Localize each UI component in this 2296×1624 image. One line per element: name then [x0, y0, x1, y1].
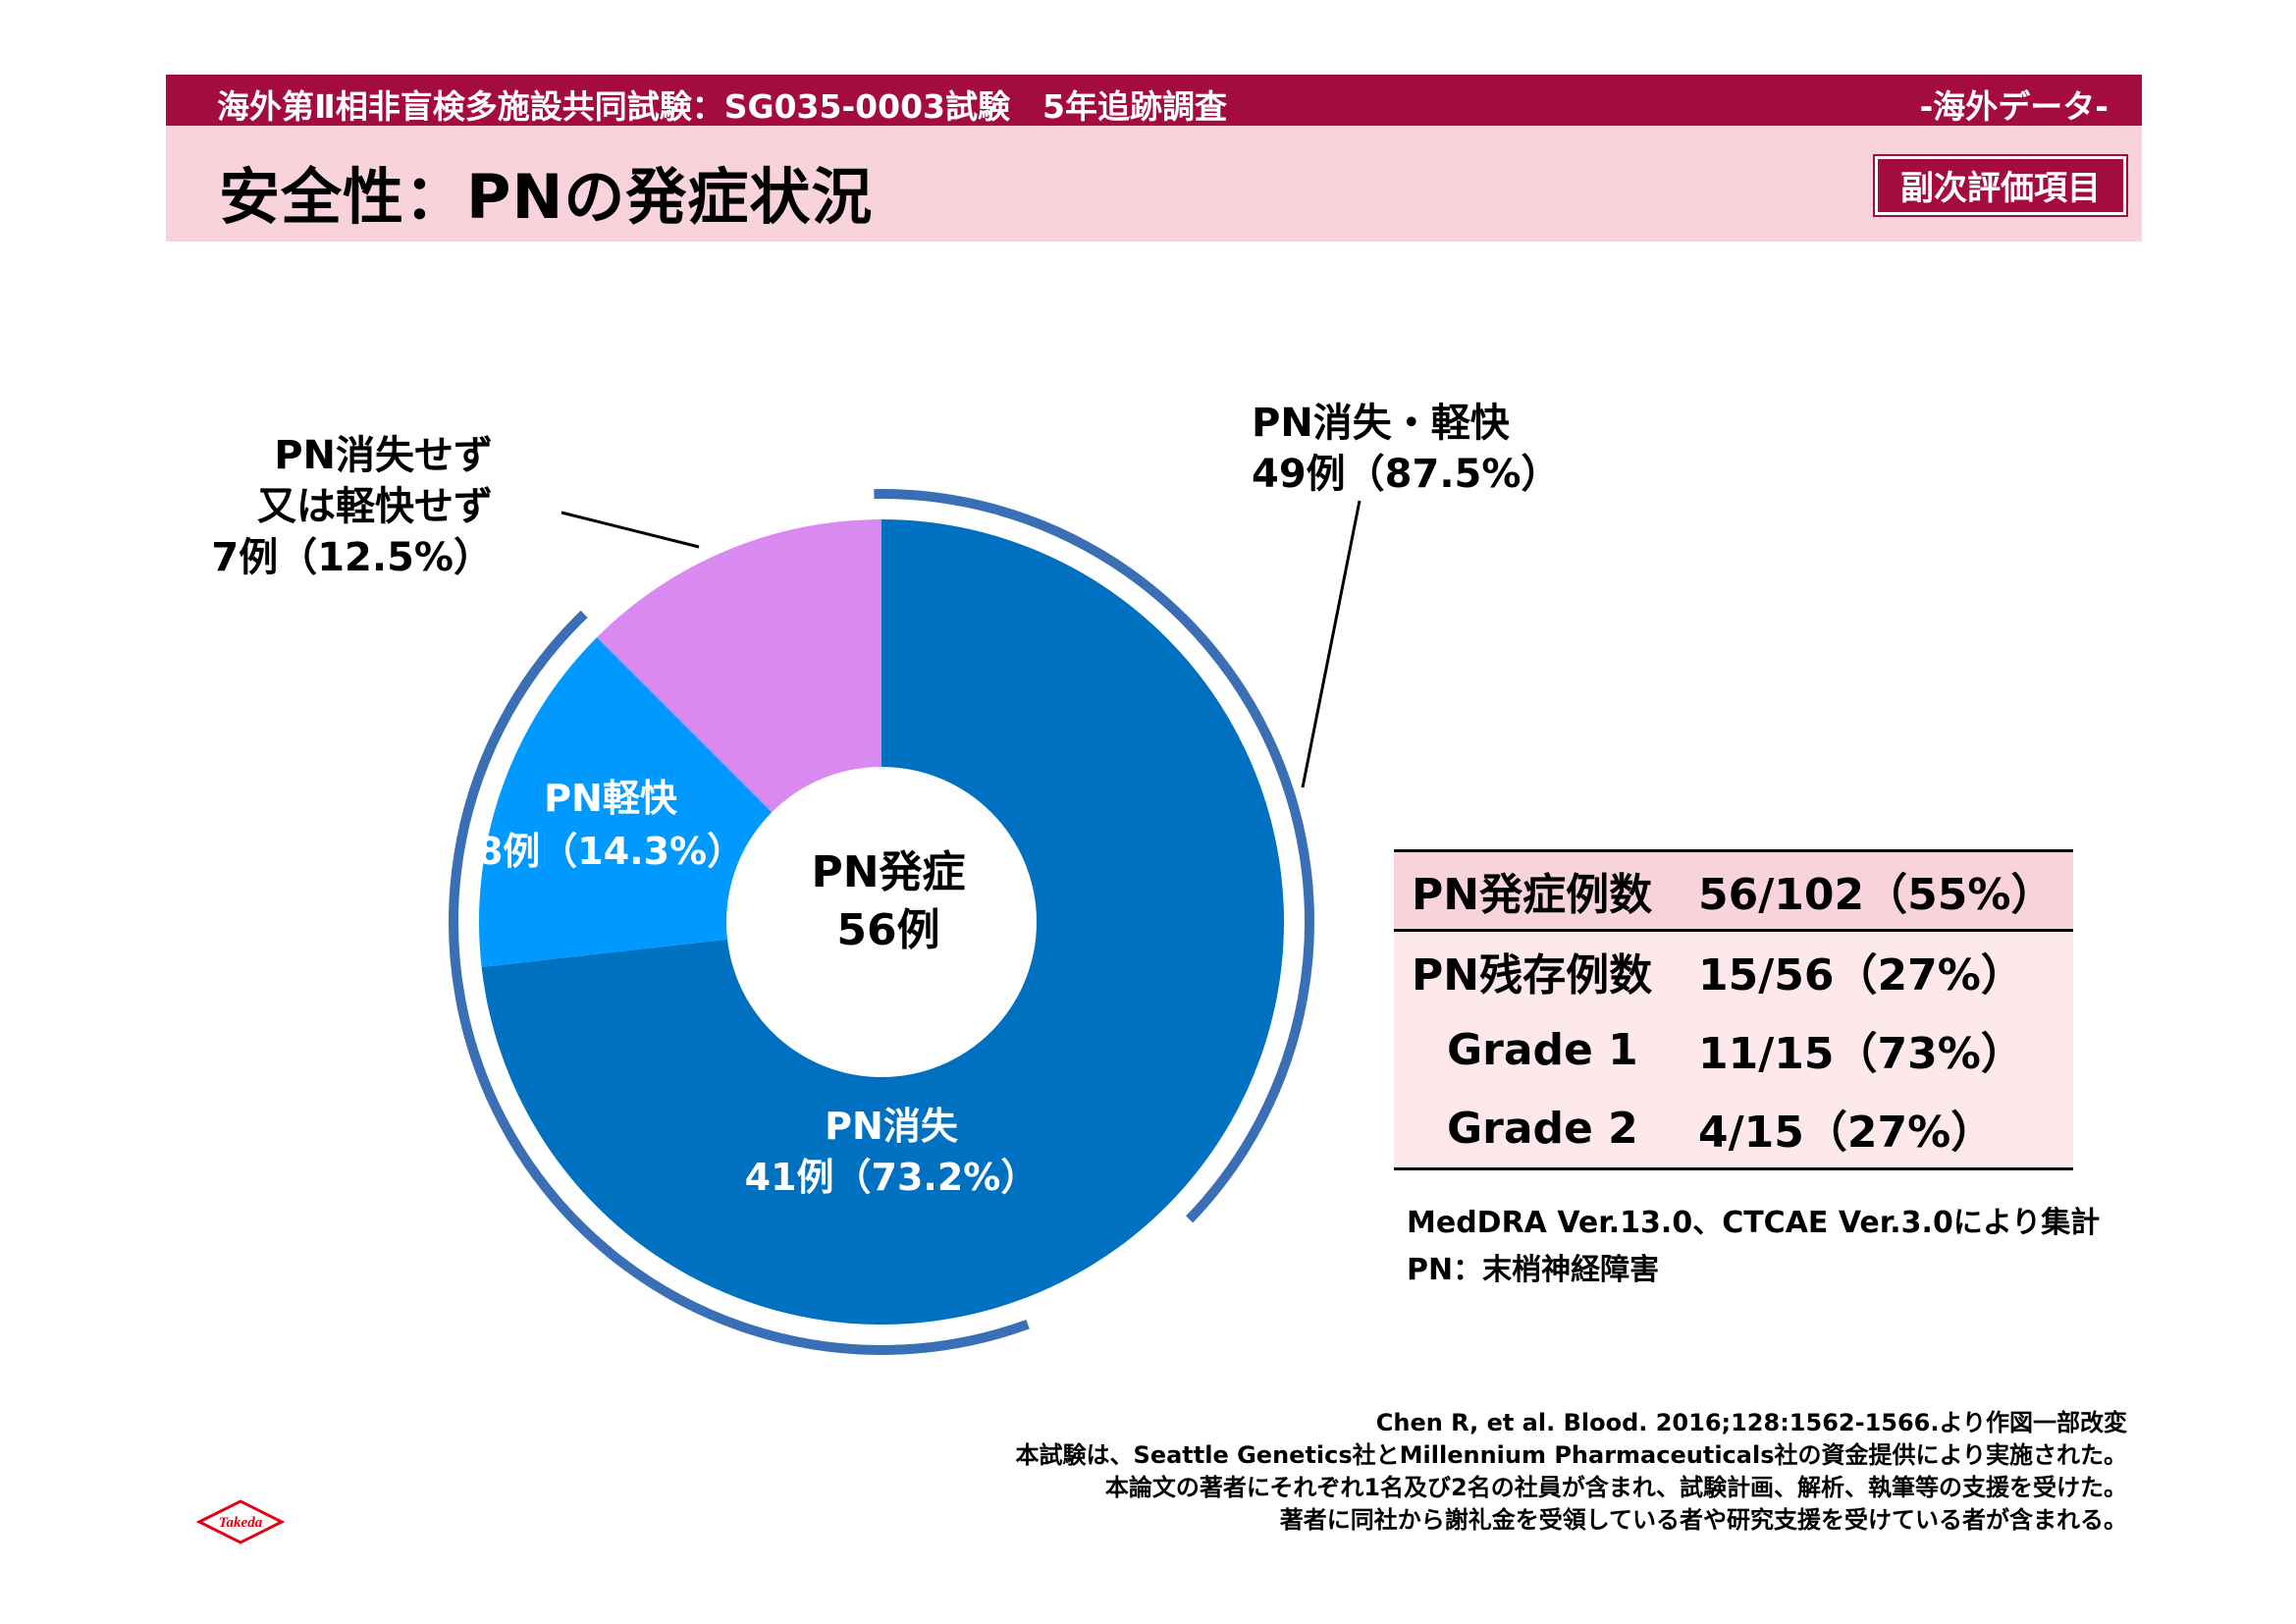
disclosure-line: 著者に同社から謝礼金を受領している者や研究支援を受けている者が含まれる。 — [1016, 1504, 2127, 1537]
slice-label-unresolved-line2: 又は軽快せず — [257, 484, 493, 529]
group-label-line1: PN消失・軽快 — [1252, 401, 1511, 446]
table-row: PN残存例数 15/56（27%） — [1394, 931, 2073, 1011]
note-pn-definition: PN：末梢神経障害 — [1407, 1247, 2100, 1294]
row-value: 11/15（73%） — [1698, 1010, 2073, 1089]
slice-label-resolved-line1: PN消失 — [825, 1105, 959, 1148]
slice-label-unresolved-line3: 7例（12.5%） — [211, 535, 493, 580]
authors-line: 本論文の著者にそれぞれ1名及び2名の社員が含まれ、試験計画、解析、執筆等の支援を… — [1016, 1472, 2127, 1504]
row-label: Grade 1 — [1394, 1010, 1698, 1089]
note-meddra: MedDRA Ver.13.0、CTCAE Ver.3.0により集計 — [1407, 1200, 2100, 1247]
row-value: 4/15（27%） — [1698, 1089, 2073, 1169]
row-label: PN発症例数 — [1394, 851, 1698, 931]
logo-text: Takeda — [219, 1515, 263, 1531]
table-row: Grade 1 11/15（73%） — [1394, 1010, 2073, 1089]
row-label: Grade 2 — [1394, 1089, 1698, 1169]
funding-line: 本試験は、Seattle Genetics社とMillennium Pharma… — [1016, 1439, 2127, 1472]
row-value: 15/56（27%） — [1698, 931, 2073, 1011]
group-label-line2: 49例（87.5%） — [1252, 452, 1560, 497]
slice-label-resolved-line2: 41例（73.2%） — [745, 1156, 1039, 1199]
footer-citation: Chen R, et al. Blood. 2016;128:1562-1566… — [1016, 1407, 2127, 1537]
row-label: PN残存例数 — [1394, 931, 1698, 1011]
pn-summary-table: PN発症例数 56/102（55%） PN残存例数 15/56（27%） Gra… — [1394, 849, 2073, 1170]
center-label-line2: 56例 — [836, 905, 939, 955]
citation-line: Chen R, et al. Blood. 2016;128:1562-1566… — [1016, 1407, 2127, 1439]
table-row: PN発症例数 56/102（55%） — [1394, 851, 2073, 931]
leader-line-not-resolved — [561, 513, 699, 547]
center-label-line1: PN発症 — [811, 847, 965, 897]
slice-label-improved-line1: PN軽快 — [544, 777, 678, 820]
takeda-logo: Takeda — [191, 1497, 290, 1546]
row-value: 56/102（55%） — [1698, 851, 2073, 931]
notes: MedDRA Ver.13.0、CTCAE Ver.3.0により集計 PN：末梢… — [1407, 1200, 2100, 1294]
slice-label-unresolved-line1: PN消失せず — [274, 433, 493, 478]
slice-label-improved-line2: 8例（14.3%） — [477, 830, 744, 873]
leader-line-resolved-improved — [1303, 501, 1360, 787]
table-row: Grade 2 4/15（27%） — [1394, 1089, 2073, 1169]
